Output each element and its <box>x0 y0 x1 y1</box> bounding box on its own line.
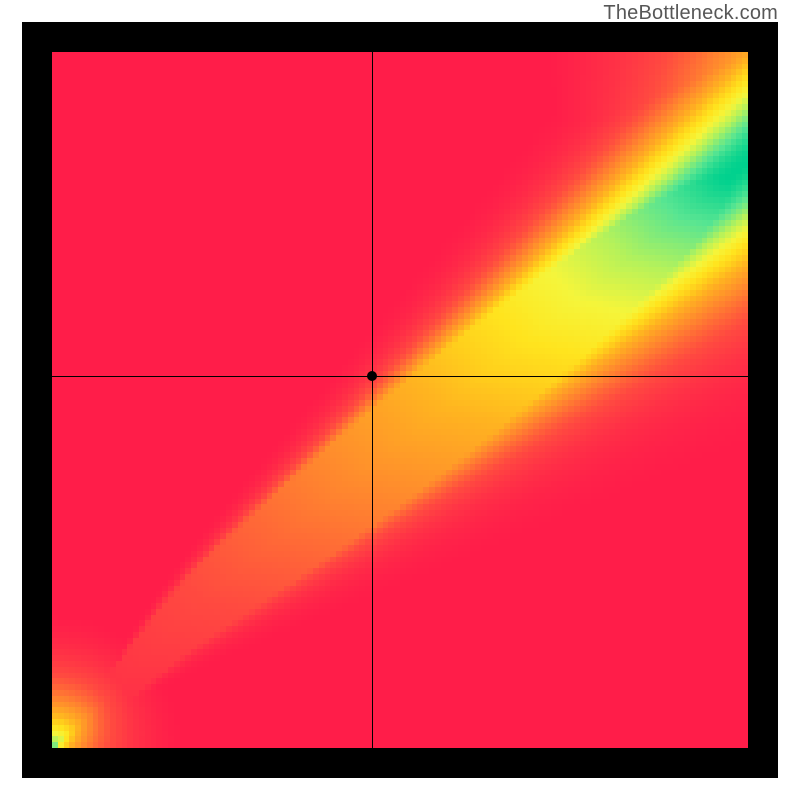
heatmap-canvas <box>52 52 748 748</box>
crosshair-horizontal <box>52 376 748 377</box>
chart-container: TheBottleneck.com <box>0 0 800 800</box>
crosshair-vertical <box>372 52 373 748</box>
marker-dot <box>367 371 377 381</box>
chart-plot-area <box>52 52 748 748</box>
chart-outer-frame <box>22 22 778 778</box>
